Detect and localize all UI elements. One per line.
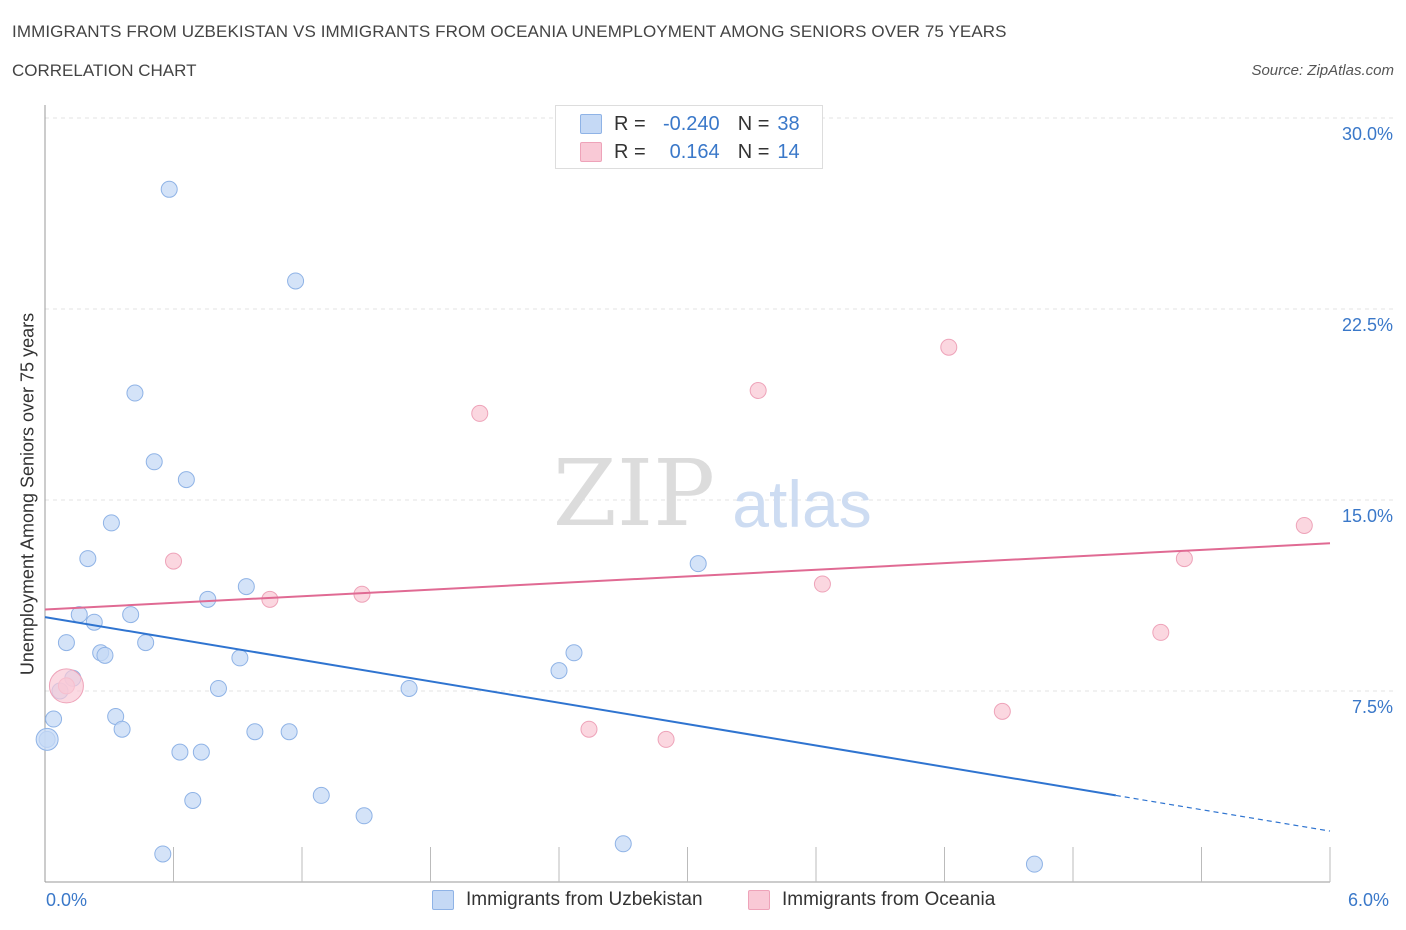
uzbekistan-point xyxy=(312,786,330,804)
uzbekistan-point xyxy=(45,710,63,728)
oceania-point xyxy=(471,404,489,422)
y-tick-label: 15.0% xyxy=(1341,506,1393,526)
uzbekistan-point xyxy=(145,453,163,471)
oceania-point xyxy=(1152,623,1170,641)
legend-label-oceania: Immigrants from Oceania xyxy=(782,889,996,910)
chart-title: IMMIGRANTS FROM UZBEKISTAN VS IMMIGRANTS… xyxy=(12,22,1007,41)
uzbekistan-point xyxy=(209,679,227,697)
oceania-point xyxy=(657,730,675,748)
oceania-point xyxy=(940,338,958,356)
x-tick-label-max: 6.0% xyxy=(1348,890,1390,910)
watermark: ZIP atlas xyxy=(553,440,872,547)
legend-item-oceania[interactable]: Immigrants from Oceania xyxy=(748,889,995,911)
uzbekistan-point xyxy=(199,590,217,608)
oceania-point xyxy=(165,552,182,570)
uzbekistan-point xyxy=(614,835,632,853)
uzbekistan-trend-line xyxy=(44,616,1116,797)
oceania-point xyxy=(580,720,598,738)
correlation-legend: R = -0.240 N = 38 R = 0.164 N = 14 xyxy=(555,105,823,169)
y-axis-label: Unemployment Among Seniors over 75 years xyxy=(17,312,38,676)
legend-n-value: 38 xyxy=(777,112,800,135)
y-tick-label: 22.5% xyxy=(1341,315,1393,335)
uzbekistan-point xyxy=(689,555,707,573)
uzbekistan-point xyxy=(287,272,305,290)
trend-lines xyxy=(44,542,1331,832)
oceania-trend-line xyxy=(44,542,1331,611)
legend-r-label: R = xyxy=(614,112,646,135)
uzbekistan-point xyxy=(85,613,103,631)
legend-swatch-blue xyxy=(580,114,602,134)
uzbekistan-point xyxy=(237,578,255,596)
oceania-point xyxy=(1295,516,1313,534)
legend-swatch-pink xyxy=(748,890,770,910)
chart-subtitle: CORRELATION CHART xyxy=(12,61,197,80)
uzbekistan-point xyxy=(280,723,298,741)
x-tick-label-min: 0.0% xyxy=(46,890,88,910)
watermark-zip: ZIP xyxy=(553,440,715,547)
uzbekistan-point xyxy=(113,720,131,738)
gridlines xyxy=(45,117,1395,692)
uzbekistan-trend-extension xyxy=(1115,794,1331,832)
uzbekistan-point xyxy=(96,646,114,664)
uzbekistan-point xyxy=(154,845,172,863)
watermark-atlas: atlas xyxy=(732,467,871,541)
series-oceania-points xyxy=(48,338,1313,748)
oceania-point xyxy=(813,575,831,593)
legend-n-label: N = xyxy=(737,112,770,135)
legend-n-label: N = xyxy=(737,140,770,163)
y-tick-label: 7.5% xyxy=(1351,697,1393,717)
legend-r-value: 0.164 xyxy=(669,140,720,163)
oceania-point xyxy=(749,381,767,399)
oceania-point xyxy=(261,590,279,608)
uzbekistan-point xyxy=(184,792,202,810)
uzbekistan-point xyxy=(550,662,568,680)
uzbekistan-point xyxy=(171,743,189,761)
legend-r-label: R = xyxy=(614,140,646,163)
uzbekistan-point xyxy=(565,644,583,662)
series-uzbekistan-points xyxy=(35,180,1043,873)
uzbekistan-point xyxy=(177,471,195,489)
source-credit: Source: ZipAtlas.com xyxy=(1251,62,1394,79)
uzbekistan-point xyxy=(102,514,120,532)
oceania-point-large xyxy=(48,668,84,704)
legend-swatch-blue xyxy=(432,890,454,910)
oceania-point xyxy=(1175,550,1193,568)
uzbekistan-point xyxy=(246,723,264,741)
uzbekistan-point xyxy=(160,180,178,198)
oceania-point xyxy=(993,702,1011,720)
uzbekistan-point xyxy=(192,743,210,761)
legend-r-value: -0.240 xyxy=(662,112,720,135)
uzbekistan-point xyxy=(355,807,373,825)
legend-label-uzbekistan: Immigrants from Uzbekistan xyxy=(466,889,703,910)
uzbekistan-point xyxy=(126,384,144,402)
legend-row-oceania: R = 0.164 N = 14 xyxy=(580,139,800,165)
legend-swatch-pink xyxy=(580,142,602,162)
y-tick-label: 30.0% xyxy=(1341,124,1393,144)
uzbekistan-point xyxy=(1025,855,1043,873)
legend-n-value: 14 xyxy=(777,140,800,163)
uzbekistan-point xyxy=(137,634,155,652)
uzbekistan-point xyxy=(400,679,418,697)
uzbekistan-point xyxy=(57,634,75,652)
uzbekistan-point xyxy=(79,550,97,568)
legend-row-uzbekistan: R = -0.240 N = 38 xyxy=(580,111,800,137)
legend-item-uzbekistan[interactable]: Immigrants from Uzbekistan xyxy=(432,889,703,911)
axes xyxy=(44,105,1331,883)
uzbekistan-point xyxy=(122,606,140,624)
uzbekistan-point xyxy=(231,649,249,667)
uzbekistan-point-large xyxy=(35,727,59,751)
